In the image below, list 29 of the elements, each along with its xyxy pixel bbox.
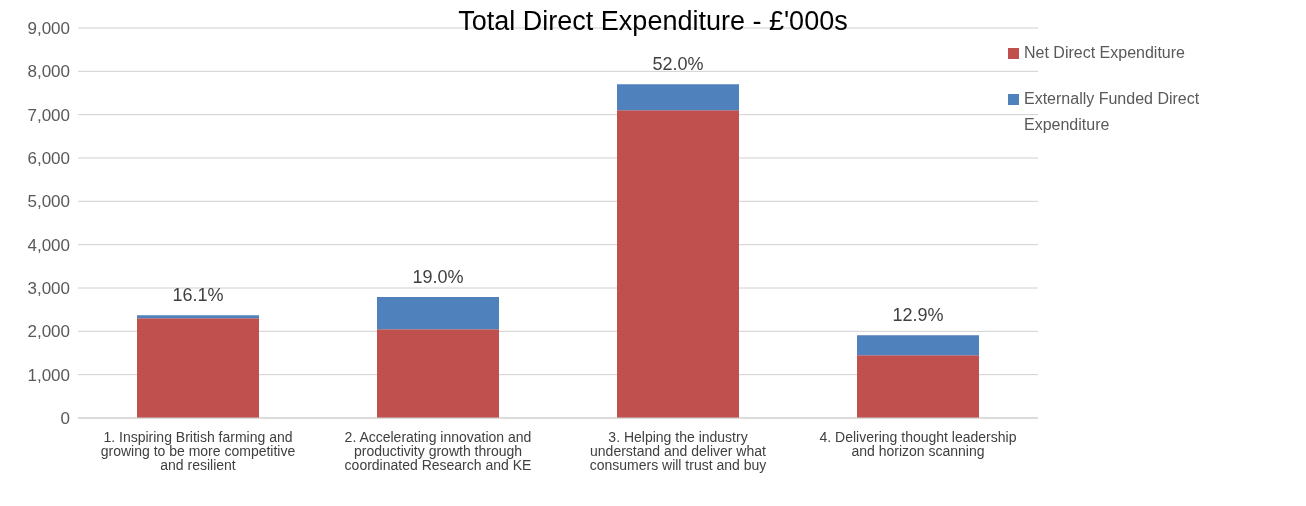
bar — [857, 335, 979, 356]
y-tick-label: 5,000 — [27, 192, 70, 212]
bar — [377, 329, 499, 418]
y-tick-label: 9,000 — [27, 19, 70, 39]
annotation: 19.0% — [412, 267, 464, 288]
bar — [377, 297, 499, 330]
bar — [617, 110, 739, 418]
y-tick-label: 4,000 — [27, 235, 70, 255]
y-tick-label: 8,000 — [27, 62, 70, 82]
y-tick-label: 0 — [60, 409, 70, 429]
y-tick-label: 1,000 — [27, 365, 70, 385]
y-tick-label: 6,000 — [27, 149, 70, 169]
legend-label: Net Direct Expenditure — [1024, 43, 1185, 63]
bar — [617, 84, 739, 111]
x-tick-label: 1. Inspiring British farming and growing to be more competitive and resilient — [100, 428, 296, 473]
y-tick-label: 3,000 — [27, 279, 70, 299]
chart-title: Total Direct Expenditure - £'000s — [458, 6, 848, 36]
legend-label: Externally Funded Direct Expenditure — [1024, 89, 1201, 135]
bar — [857, 355, 979, 418]
x-tick-label: 4. Delivering thought leadership and horizon scanning — [819, 428, 1017, 459]
y-tick-label: 2,000 — [27, 322, 70, 342]
bar — [137, 318, 259, 418]
annotation: 12.9% — [892, 305, 944, 326]
x-tick-label: 3. Helping the industry understand and deliver what consumers will trust and buy — [589, 428, 767, 473]
bar — [137, 315, 259, 319]
annotation: 16.1% — [172, 285, 224, 306]
annotation: 52.0% — [652, 54, 704, 75]
y-tick-label: 7,000 — [27, 105, 70, 125]
x-tick-label: 2. Accelerating innovation and productivity growth through coordinated Research and KE — [344, 428, 532, 473]
